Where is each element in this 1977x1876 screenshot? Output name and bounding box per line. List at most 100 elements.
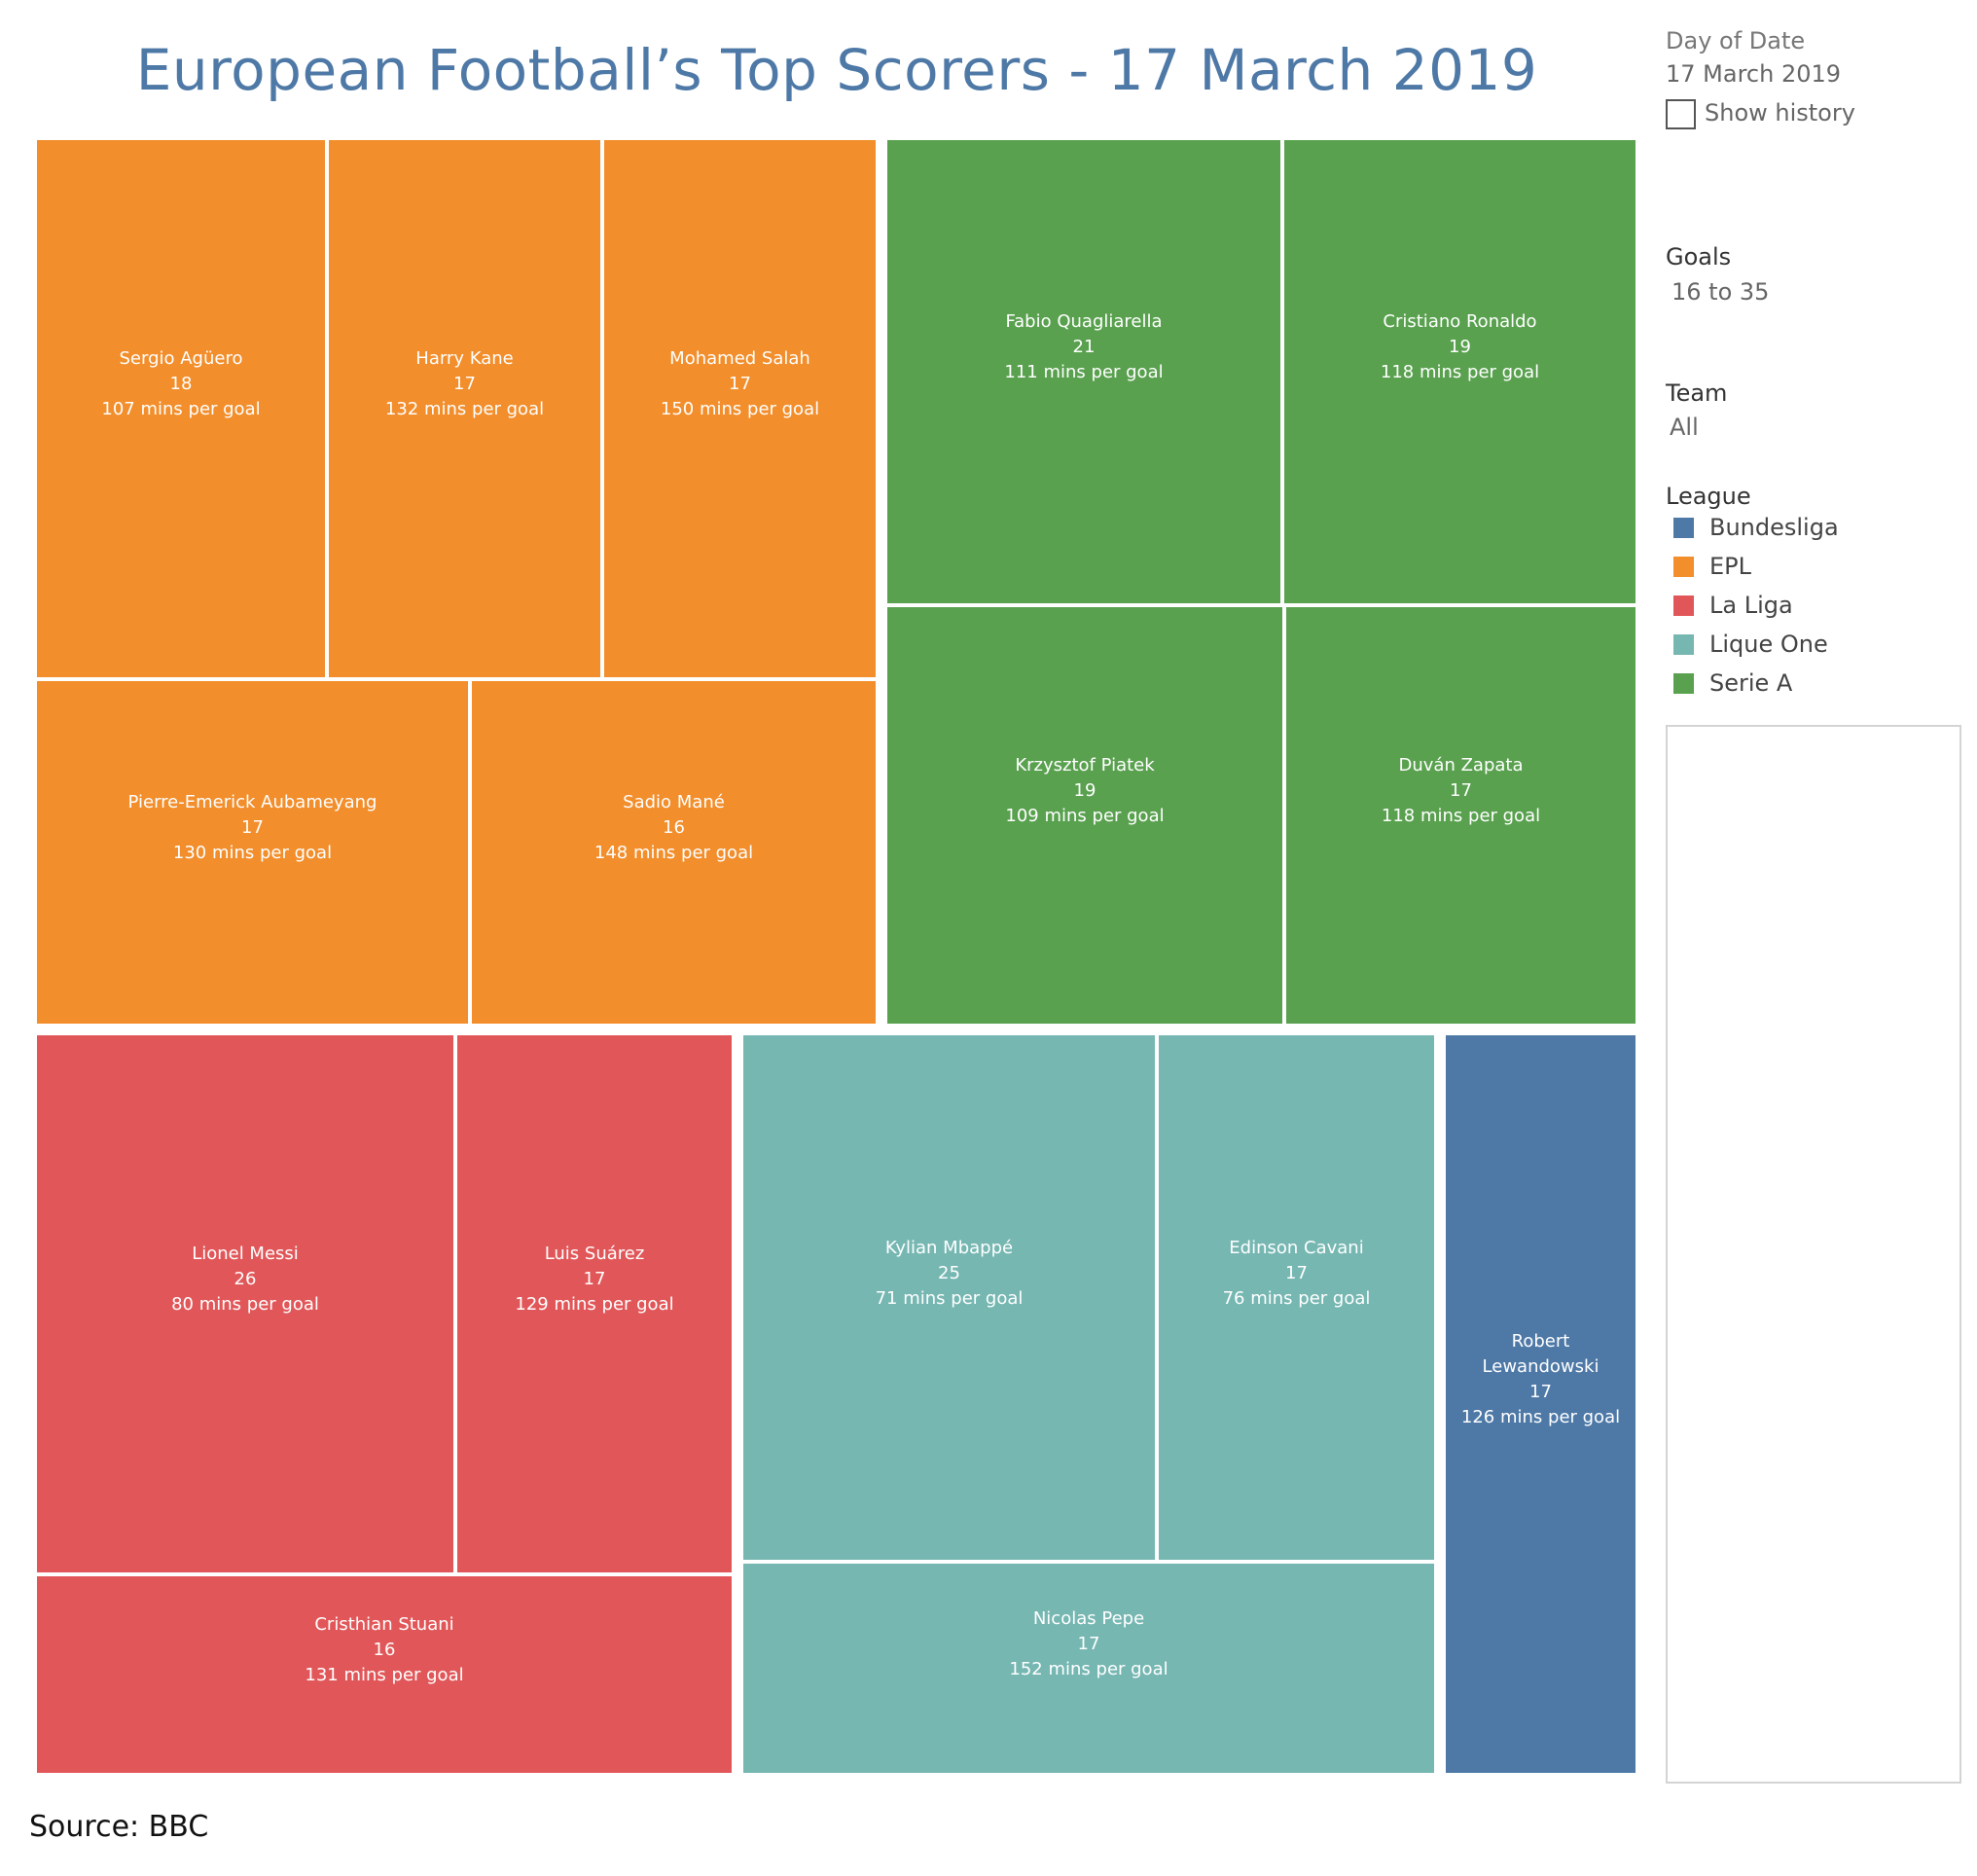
player-name: Harry Kane [415, 348, 514, 369]
treemap-tile[interactable]: Fabio Quagliarella 21 111 mins per goal [885, 138, 1282, 605]
player-mins-per-goal: 76 mins per goal [1222, 1287, 1371, 1309]
player-goals: 18 [169, 374, 193, 394]
player-name: Robert Lewandowski [1482, 1331, 1600, 1377]
goals-filter-heading: Goals [1666, 243, 1732, 271]
treemap-tile[interactable]: Nicolas Pepe 17 152 mins per goal [741, 1562, 1436, 1775]
player-goals: 17 [1529, 1382, 1552, 1402]
player-name: Kylian Mbappé [884, 1237, 1014, 1258]
tile-label: Duván Zapata 17 118 mins per goal [1372, 753, 1550, 829]
tile-label: Cristiano Ronaldo 19 118 mins per goal [1371, 309, 1549, 385]
player-name: Sergio Agüero [119, 348, 243, 369]
legend-label: Bundesliga [1709, 514, 1839, 541]
tile-label: Cristhian Stuani 16 131 mins per goal [295, 1612, 473, 1688]
player-goals: 16 [373, 1640, 396, 1660]
player-mins-per-goal: 129 mins per goal [515, 1294, 674, 1315]
legend-label: Lique One [1709, 631, 1828, 658]
player-name: Mohamed Salah [669, 348, 810, 369]
player-goals: 17 [583, 1269, 606, 1289]
player-name: Cristiano Ronaldo [1383, 311, 1537, 332]
chart-title: European Football’s Top Scorers - 17 Mar… [135, 37, 1538, 103]
player-mins-per-goal: 152 mins per goal [1009, 1658, 1168, 1679]
player-goals: 19 [1449, 337, 1471, 357]
treemap-tile[interactable]: Kylian Mbappé 25 71 mins per goal [741, 1033, 1157, 1562]
player-name: Fabio Quagliarella [1005, 311, 1163, 332]
tile-label: Robert Lewandowski 17 126 mins per goal [1446, 1329, 1636, 1430]
legend-swatch [1673, 518, 1694, 538]
tile-label: Kylian Mbappé 25 71 mins per goal [866, 1236, 1033, 1312]
date-filter-heading: Day of Date [1666, 27, 1806, 54]
tile-label: Lionel Messi 26 80 mins per goal [162, 1242, 329, 1317]
player-name: Nicolas Pepe [1032, 1607, 1145, 1629]
player-goals: 17 [241, 817, 264, 838]
tile-label: Pierre-Emerick Aubameyang 17 130 mins per … [119, 790, 387, 866]
treemap-tile[interactable]: Krzysztof Piatek 19 109 mins per goal [885, 605, 1284, 1026]
treemap-tile[interactable]: Edinson Cavani 17 76 mins per goal [1157, 1033, 1436, 1562]
tile-label: Sergio Agüero 18 107 mins per goal [91, 346, 270, 422]
team-filter-value[interactable]: All [1670, 414, 1699, 441]
legend-label: EPL [1709, 553, 1752, 580]
tile-label: Edinson Cavani 17 76 mins per goal [1213, 1236, 1381, 1312]
treemap-tile[interactable]: Sergio Agüero 18 107 mins per goal [35, 138, 327, 679]
legend-heading: League [1666, 483, 1751, 510]
source-note: Source: BBC [29, 1810, 209, 1844]
player-goals: 17 [1285, 1262, 1308, 1283]
treemap-tile[interactable]: Pierre-Emerick Aubameyang 17 130 mins per … [35, 679, 470, 1026]
tile-label: Mohamed Salah 17 150 mins per goal [651, 346, 829, 422]
team-filter-heading: Team [1666, 379, 1728, 407]
player-goals: 16 [663, 817, 685, 838]
player-goals: 19 [1073, 780, 1096, 801]
player-mins-per-goal: 80 mins per goal [171, 1294, 319, 1315]
player-mins-per-goal: 118 mins per goal [1380, 362, 1540, 382]
treemap-tile[interactable]: Mohamed Salah 17 150 mins per goal [602, 138, 878, 679]
player-goals: 25 [938, 1262, 960, 1283]
player-name: Krzysztof Piatek [1015, 755, 1155, 776]
player-name: Edinson Cavani [1229, 1237, 1364, 1258]
treemap-tile[interactable]: Duván Zapata 17 118 mins per goal [1284, 605, 1637, 1026]
player-goals: 26 [234, 1269, 257, 1289]
player-name: Lionel Messi [192, 1244, 299, 1264]
player-mins-per-goal: 131 mins per goal [305, 1665, 464, 1685]
show-history-checkbox[interactable] [1666, 99, 1696, 129]
legend-swatch [1673, 557, 1694, 577]
treemap-tile[interactable]: Harry Kane 17 132 mins per goal [327, 138, 602, 679]
empty-panel [1666, 725, 1961, 1784]
treemap-tile[interactable]: Robert Lewandowski 17 126 mins per goal [1444, 1033, 1637, 1775]
tile-label: Fabio Quagliarella 21 111 mins per goal [994, 309, 1172, 385]
date-filter-value[interactable]: 17 March 2019 [1666, 60, 1842, 88]
legend-swatch [1673, 595, 1694, 616]
player-name: Cristhian Stuani [314, 1614, 454, 1635]
filter-sidebar: Day of Date 17 March 2019 Show history G… [1666, 0, 1967, 1876]
player-goals: 17 [729, 374, 751, 394]
treemap-tile[interactable]: Cristhian Stuani 16 131 mins per goal [35, 1574, 734, 1775]
player-name: Pierre-Emerick Aubameyang [127, 792, 377, 812]
player-name: Sadio Mané [623, 792, 725, 812]
tile-label: Krzysztof Piatek 19 109 mins per goal [995, 753, 1173, 829]
player-mins-per-goal: 148 mins per goal [593, 843, 754, 863]
player-name: Duván Zapata [1398, 755, 1524, 776]
player-goals: 17 [453, 374, 476, 394]
player-mins-per-goal: 71 mins per goal [875, 1287, 1024, 1309]
player-mins-per-goal: 150 mins per goal [660, 399, 820, 419]
goals-filter-value[interactable]: 16 to 35 [1671, 278, 1770, 306]
tile-label: Luis Suárez 17 129 mins per goal [505, 1242, 683, 1317]
player-goals: 17 [1077, 1633, 1100, 1654]
player-mins-per-goal: 118 mins per goal [1381, 806, 1541, 826]
player-mins-per-goal: 111 mins per goal [1004, 362, 1164, 382]
player-mins-per-goal: 130 mins per goal [172, 843, 333, 863]
player-mins-per-goal: 126 mins per goal [1460, 1407, 1621, 1427]
show-history-label[interactable]: Show history [1705, 99, 1855, 126]
tile-label: Sadio Mané 16 148 mins per goal [585, 790, 763, 866]
tile-label: Nicolas Pepe 17 152 mins per goal [999, 1606, 1177, 1682]
player-mins-per-goal: 109 mins per goal [1005, 806, 1165, 826]
legend-label: Serie A [1709, 669, 1793, 697]
treemap-tile[interactable]: Lionel Messi 26 80 mins per goal [35, 1033, 455, 1574]
treemap-tile[interactable]: Sadio Mané 16 148 mins per goal [470, 679, 878, 1026]
treemap-tile[interactable]: Cristiano Ronaldo 19 118 mins per goal [1282, 138, 1637, 605]
legend-swatch [1673, 673, 1694, 694]
player-goals: 17 [1450, 780, 1472, 801]
treemap-tile[interactable]: Luis Suárez 17 129 mins per goal [455, 1033, 734, 1574]
player-name: Luis Suárez [544, 1244, 645, 1264]
legend-label: La Liga [1709, 592, 1793, 619]
legend-swatch [1673, 634, 1694, 655]
player-goals: 21 [1072, 337, 1096, 357]
